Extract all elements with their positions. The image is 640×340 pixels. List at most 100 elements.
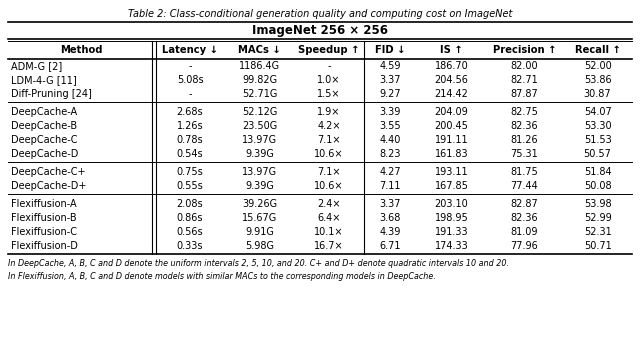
Text: 4.40: 4.40: [380, 135, 401, 145]
Text: 53.98: 53.98: [584, 199, 611, 209]
Text: 1.0×: 1.0×: [317, 75, 340, 85]
Text: MACs ↓: MACs ↓: [238, 45, 281, 55]
Text: -: -: [327, 61, 331, 71]
Text: 3.37: 3.37: [380, 75, 401, 85]
Text: -: -: [188, 61, 192, 71]
Text: 77.96: 77.96: [511, 241, 538, 251]
Text: 174.33: 174.33: [435, 241, 468, 251]
Text: 0.86s: 0.86s: [177, 213, 204, 223]
Text: 167.85: 167.85: [435, 181, 468, 191]
Text: Precision ↑: Precision ↑: [493, 45, 556, 55]
Text: 6.4×: 6.4×: [317, 213, 340, 223]
Text: 10.6×: 10.6×: [314, 181, 344, 191]
Text: Recall ↑: Recall ↑: [575, 45, 621, 55]
Text: 1.9×: 1.9×: [317, 107, 340, 117]
Text: 4.59: 4.59: [380, 61, 401, 71]
Text: Flexiffusion-D: Flexiffusion-D: [11, 241, 77, 251]
Text: 1.5×: 1.5×: [317, 89, 340, 99]
Text: 15.67G: 15.67G: [242, 213, 277, 223]
Text: ImageNet 256 × 256: ImageNet 256 × 256: [252, 23, 388, 37]
Text: 82.75: 82.75: [511, 107, 538, 117]
Text: 5.98G: 5.98G: [245, 241, 274, 251]
Text: Flexiffusion-C: Flexiffusion-C: [11, 227, 77, 237]
Text: 0.75s: 0.75s: [177, 167, 204, 177]
Text: 54.07: 54.07: [584, 107, 611, 117]
Text: 7.11: 7.11: [380, 181, 401, 191]
Text: 53.86: 53.86: [584, 75, 611, 85]
Text: 9.91G: 9.91G: [245, 227, 274, 237]
Text: 186.70: 186.70: [435, 61, 468, 71]
Text: 81.75: 81.75: [511, 167, 538, 177]
Text: 204.56: 204.56: [435, 75, 468, 85]
Text: 7.1×: 7.1×: [317, 135, 340, 145]
Text: 52.71G: 52.71G: [242, 89, 277, 99]
Text: 10.1×: 10.1×: [314, 227, 344, 237]
Text: 23.50G: 23.50G: [242, 121, 277, 131]
Text: 191.11: 191.11: [435, 135, 468, 145]
Text: In Flexiffusion, A, B, C and D denote models with similar MACs to the correspond: In Flexiffusion, A, B, C and D denote mo…: [8, 272, 435, 281]
Text: Flexiffusion-B: Flexiffusion-B: [11, 213, 77, 223]
Text: 161.83: 161.83: [435, 149, 468, 159]
Text: 82.87: 82.87: [511, 199, 538, 209]
Text: -: -: [188, 89, 192, 99]
Text: 5.08s: 5.08s: [177, 75, 204, 85]
Text: 3.68: 3.68: [380, 213, 401, 223]
Text: 4.39: 4.39: [380, 227, 401, 237]
Text: 0.55s: 0.55s: [177, 181, 204, 191]
Text: 2.68s: 2.68s: [177, 107, 204, 117]
Text: 0.78s: 0.78s: [177, 135, 204, 145]
Text: 2.08s: 2.08s: [177, 199, 204, 209]
Text: 39.26G: 39.26G: [242, 199, 277, 209]
Text: LDM-4-G [11]: LDM-4-G [11]: [11, 75, 77, 85]
Text: IS ↑: IS ↑: [440, 45, 463, 55]
Text: DeepCache-C: DeepCache-C: [11, 135, 77, 145]
Text: 52.00: 52.00: [584, 61, 611, 71]
Text: 1.26s: 1.26s: [177, 121, 204, 131]
Text: 4.2×: 4.2×: [317, 121, 340, 131]
Text: 13.97G: 13.97G: [242, 135, 277, 145]
Text: 52.12G: 52.12G: [242, 107, 277, 117]
Text: 99.82G: 99.82G: [242, 75, 277, 85]
Text: 198.95: 198.95: [435, 213, 468, 223]
Text: 82.71: 82.71: [511, 75, 538, 85]
Text: 51.84: 51.84: [584, 167, 611, 177]
Text: 3.37: 3.37: [380, 199, 401, 209]
Text: 1186.4G: 1186.4G: [239, 61, 280, 71]
Text: 16.7×: 16.7×: [314, 241, 344, 251]
Text: 4.27: 4.27: [380, 167, 401, 177]
Text: 0.56s: 0.56s: [177, 227, 204, 237]
Text: 3.55: 3.55: [380, 121, 401, 131]
Text: 87.87: 87.87: [511, 89, 538, 99]
Text: ADM-G [2]: ADM-G [2]: [11, 61, 62, 71]
Text: 191.33: 191.33: [435, 227, 468, 237]
Text: 52.99: 52.99: [584, 213, 611, 223]
Text: 75.31: 75.31: [511, 149, 538, 159]
Text: 51.53: 51.53: [584, 135, 611, 145]
Text: 6.71: 6.71: [380, 241, 401, 251]
Text: 13.97G: 13.97G: [242, 167, 277, 177]
Text: 214.42: 214.42: [435, 89, 468, 99]
Text: Table 2: Class-conditional generation quality and computing cost on ImageNet: Table 2: Class-conditional generation qu…: [128, 9, 512, 19]
Text: 10.6×: 10.6×: [314, 149, 344, 159]
Text: 30.87: 30.87: [584, 89, 611, 99]
Text: 82.36: 82.36: [511, 121, 538, 131]
Text: Speedup ↑: Speedup ↑: [298, 45, 360, 55]
Text: 9.39G: 9.39G: [245, 181, 274, 191]
Text: FID ↓: FID ↓: [375, 45, 405, 55]
Text: Flexiffusion-A: Flexiffusion-A: [11, 199, 77, 209]
Text: 81.26: 81.26: [511, 135, 538, 145]
Text: 204.09: 204.09: [435, 107, 468, 117]
Text: DeepCache-D: DeepCache-D: [11, 149, 78, 159]
Text: DeepCache-C+: DeepCache-C+: [11, 167, 85, 177]
Text: DeepCache-A: DeepCache-A: [11, 107, 77, 117]
Text: 9.39G: 9.39G: [245, 149, 274, 159]
Text: Diff-Pruning [24]: Diff-Pruning [24]: [11, 89, 92, 99]
Text: 203.10: 203.10: [435, 199, 468, 209]
Text: DeepCache-B: DeepCache-B: [11, 121, 77, 131]
Text: 50.71: 50.71: [584, 241, 611, 251]
Text: 82.36: 82.36: [511, 213, 538, 223]
Text: Latency ↓: Latency ↓: [162, 45, 218, 55]
Text: DeepCache-D+: DeepCache-D+: [11, 181, 86, 191]
Text: 52.31: 52.31: [584, 227, 611, 237]
Text: 7.1×: 7.1×: [317, 167, 340, 177]
